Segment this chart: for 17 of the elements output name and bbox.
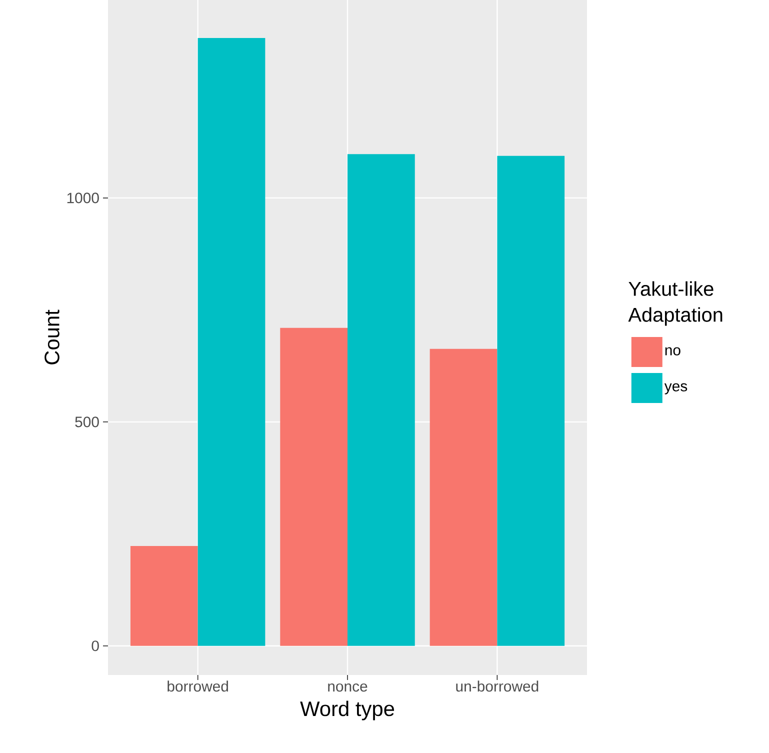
- legend-label: no: [665, 347, 680, 356]
- x-tick-label: un-borrowed: [456, 680, 538, 692]
- x-tick-label: borrowed: [168, 680, 228, 692]
- x-axis-title: Word type: [300, 700, 394, 720]
- bar: [198, 38, 266, 646]
- y-tick-label: 1000: [67, 192, 99, 204]
- x-tick-label: nonce: [328, 683, 368, 692]
- bar: [497, 156, 565, 646]
- legend-label: yes: [664, 383, 688, 394]
- y-tick-label: 0: [92, 640, 99, 652]
- bar: [130, 546, 198, 646]
- bar: [280, 328, 348, 646]
- y-tick-label: 500: [75, 416, 99, 428]
- bar: [348, 154, 415, 646]
- y-axis-title: Count: [44, 310, 60, 364]
- bar: [430, 348, 498, 646]
- legend-title: Yakut-like Adaptation: [628, 281, 722, 326]
